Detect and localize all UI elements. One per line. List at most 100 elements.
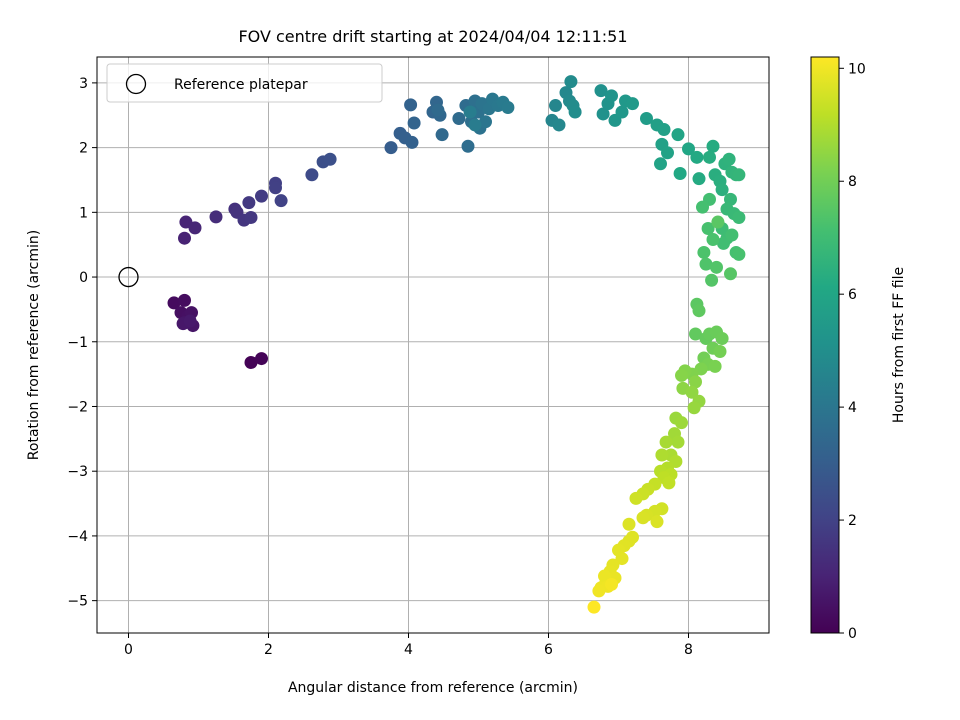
scatter-point — [732, 211, 746, 225]
x-axis-label: Angular distance from reference (arcmin) — [288, 680, 578, 696]
chart-title: FOV centre drift starting at 2024/04/04 … — [238, 27, 627, 46]
x-tick-label: 2 — [264, 642, 273, 658]
scatter-point — [183, 314, 197, 328]
scatter-point — [274, 194, 288, 208]
scatter-point — [692, 172, 706, 186]
scatter-point — [404, 98, 418, 112]
scatter-point — [659, 435, 673, 449]
scatter-point — [715, 332, 729, 346]
scatter-point — [178, 293, 191, 307]
x-tick-label: 6 — [544, 642, 553, 658]
scatter-point — [452, 111, 466, 125]
colorbar-tick-label: 0 — [848, 626, 857, 642]
scatter-point — [682, 142, 695, 156]
scatter-point — [705, 273, 719, 287]
scatter-point — [178, 231, 191, 245]
legend-open-circle-icon — [125, 73, 147, 95]
scatter-point — [685, 385, 699, 399]
scatter-point — [650, 515, 664, 529]
y-tick-label: −4 — [67, 529, 88, 545]
scatter-point — [255, 352, 268, 366]
scatter-point — [622, 517, 636, 531]
legend: Reference platepar — [106, 63, 383, 103]
scatter-point — [552, 118, 566, 132]
scatter-point — [549, 99, 562, 113]
colorbar-label: Hours from first FF file — [891, 267, 907, 423]
scatter-point — [703, 150, 716, 164]
colorbar-tick-label: 8 — [848, 174, 857, 190]
y-tick-label: −5 — [67, 594, 88, 610]
scatter-point — [405, 135, 419, 149]
scatter-point — [724, 267, 737, 281]
scatter-point — [671, 435, 685, 449]
scatter-point — [722, 152, 736, 166]
scatter-point — [592, 584, 606, 598]
scatter-point — [675, 368, 688, 382]
scatter-point — [708, 359, 722, 373]
data-points — [167, 75, 746, 614]
scatter-point — [636, 511, 650, 525]
scatter-point — [657, 122, 671, 136]
y-axis-label: Rotation from reference (arcmin) — [26, 230, 42, 460]
scatter-point — [564, 75, 578, 89]
scatter-point — [242, 196, 256, 210]
colorbar-tick-label: 4 — [848, 400, 857, 416]
scatter-point — [687, 401, 701, 415]
scatter-point — [706, 139, 720, 153]
scatter-point — [615, 552, 629, 566]
scatter-point — [323, 152, 337, 166]
y-tick-label: −2 — [67, 399, 88, 415]
scatter-point — [435, 128, 449, 142]
colorbar-ticks: 0 2 4 6 8 10 — [839, 61, 866, 642]
scatter-point — [594, 84, 608, 98]
scatter-point — [696, 200, 709, 214]
scatter-point — [463, 105, 477, 119]
scatter-point — [501, 100, 515, 114]
scatter-point — [461, 139, 475, 153]
scatter-point — [662, 476, 676, 490]
scatter-point — [717, 236, 730, 250]
y-axis-ticks: −5 −4 −3 −2 −1 0 1 2 3 — [67, 76, 97, 610]
scatter-point — [711, 215, 725, 229]
scatter-point — [244, 211, 258, 225]
scatter-point — [655, 448, 669, 462]
scatter-point — [673, 166, 687, 180]
scatter-point — [479, 115, 492, 129]
scatter-point — [697, 245, 711, 259]
x-tick-label: 4 — [404, 642, 413, 658]
scatter-point — [732, 168, 746, 182]
scatter-point — [626, 97, 639, 111]
scatter-point — [692, 304, 706, 318]
scatter-point — [713, 344, 727, 358]
legend-box — [106, 63, 383, 103]
scatter-point — [407, 116, 421, 130]
y-tick-label: 2 — [79, 141, 88, 157]
scatter-point — [715, 183, 729, 197]
y-tick-label: −3 — [67, 464, 88, 480]
colorbar-tick-label: 2 — [848, 513, 857, 529]
scatter-point — [701, 222, 715, 236]
y-tick-label: −1 — [67, 335, 88, 351]
scatter-point — [605, 577, 618, 591]
scatter-point — [384, 141, 398, 155]
x-tick-label: 8 — [684, 642, 693, 658]
scatter-point — [209, 210, 223, 224]
x-axis-ticks: 0 2 4 6 8 — [124, 633, 693, 658]
scatter-point — [615, 105, 629, 119]
scatter-point — [188, 221, 202, 235]
scatter-point — [675, 416, 688, 430]
scatter-point — [629, 491, 643, 505]
legend-label: Reference platepar — [174, 77, 308, 93]
x-tick-label: 0 — [124, 642, 133, 658]
scatter-point — [689, 327, 702, 341]
scatter-point — [732, 247, 746, 261]
scatter-point — [640, 111, 653, 125]
scatter-point — [468, 118, 482, 132]
scatter-point — [689, 375, 702, 389]
scatter-point — [661, 146, 674, 160]
scatter-point — [699, 257, 713, 271]
scatter-point — [706, 233, 720, 247]
colorbar: 0 2 4 6 8 10 Hours from first FF file — [810, 56, 907, 642]
scatter-point — [654, 157, 667, 171]
